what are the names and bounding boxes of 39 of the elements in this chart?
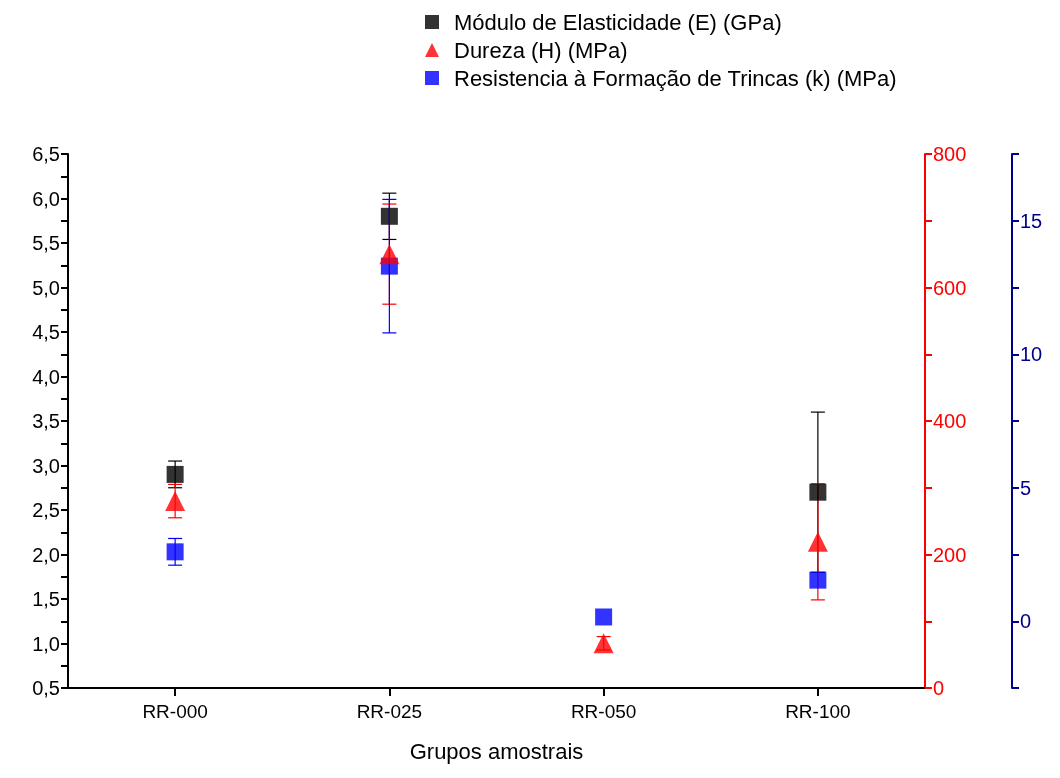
x-tick-label: RR-025	[356, 701, 423, 722]
y3-tick-label: 10	[1020, 343, 1043, 366]
point	[166, 543, 184, 561]
point	[809, 483, 827, 501]
y-tick-label: 1,5	[32, 588, 60, 610]
y3-tick-label: 0	[1020, 610, 1032, 633]
point	[807, 531, 828, 552]
point	[809, 571, 827, 589]
y-tick-label: 1,0	[32, 632, 60, 655]
y-tick-label: 5,0	[32, 276, 60, 299]
y-tick-label: 0,5	[32, 677, 60, 699]
point	[166, 465, 184, 483]
y3-tick-label: 5	[1020, 476, 1032, 499]
point	[379, 244, 400, 265]
legend-label: Módulo de Elasticidade (E) (GPa)	[454, 9, 782, 35]
x-axis-title: Grupos amostrais	[409, 738, 584, 764]
y3-tick-label: 15	[1020, 209, 1043, 232]
y-tick-label: 3,0	[32, 454, 60, 477]
y-tick-label: 5,5	[32, 232, 60, 254]
y2-tick-label: 400	[933, 410, 967, 432]
y2-tick-label: 800	[933, 143, 967, 165]
y-tick-label: 4,0	[32, 365, 60, 388]
legend-label: Dureza (H) (MPa)	[454, 37, 628, 63]
y-tick-label: 6,5	[32, 143, 60, 165]
point	[595, 608, 613, 626]
x-tick-label: RR-000	[142, 701, 208, 722]
legend-label: Resistencia à Formação de Trincas (k) (MPa)	[454, 65, 897, 91]
y-tick-label: 4,5	[32, 321, 60, 343]
y-tick-label: 2,5	[32, 499, 60, 521]
y-tick-label: 6,0	[32, 187, 60, 210]
y2-tick-label: 600	[933, 276, 967, 299]
point	[380, 207, 398, 225]
y-tick-label: 3,5	[32, 410, 60, 432]
y2-tick-label: 0	[933, 677, 945, 699]
x-tick-label: RR-100	[785, 701, 851, 722]
x-tick-label: RR-050	[570, 701, 637, 722]
point	[165, 491, 186, 512]
y2-tick-label: 200	[933, 543, 967, 566]
y-tick-label: 2,0	[32, 543, 60, 566]
